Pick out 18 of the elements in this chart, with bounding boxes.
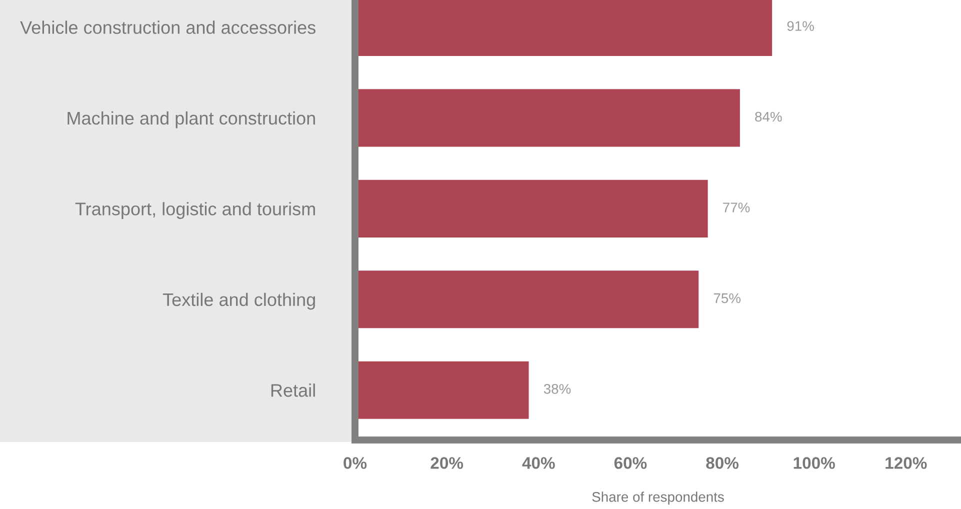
- x-tick-label: 120%: [886, 457, 927, 469]
- data-label: 77%: [723, 202, 750, 212]
- x-axis-title: Share of respondents: [592, 492, 724, 505]
- y-tick-label: Machine and plant construction: [68, 111, 315, 128]
- y-tick-label: Vehicle construction and accessories: [20, 20, 316, 34]
- data-label: 91%: [787, 21, 814, 31]
- x-tick-label: 20%: [430, 457, 464, 469]
- y-tick-label: Transport, logistic and tourism: [75, 202, 315, 219]
- data-label: 38%: [544, 384, 571, 394]
- x-tick-label: 100%: [794, 457, 835, 469]
- x-tick-label: 40%: [522, 457, 555, 469]
- x-tick-label: 80%: [706, 457, 739, 469]
- x-tick-label: 0%: [344, 457, 367, 469]
- x-tick-label: 60%: [614, 457, 647, 469]
- y-tick-label: Textile and clothing: [162, 292, 315, 310]
- y-tick-label: Retail: [271, 384, 315, 397]
- data-label: 75%: [714, 293, 741, 304]
- data-label: 84%: [755, 112, 782, 122]
